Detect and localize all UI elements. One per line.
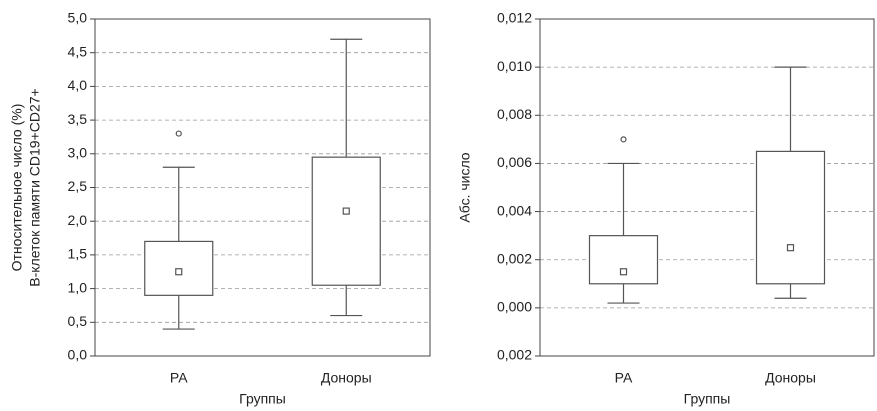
y-tick-label: 0,006 (497, 154, 532, 170)
y-tick-label: 3,0 (68, 145, 88, 161)
y-tick-label: 0,5 (68, 313, 88, 329)
y-tick-label: 0,012 (497, 10, 532, 26)
y-tick-label: 0,002 (497, 347, 532, 363)
y-tick-label: 0,0 (68, 347, 88, 363)
y-tick-label: 0,010 (497, 58, 532, 74)
y-tick-label: 1,0 (68, 279, 88, 295)
median-marker (619, 268, 628, 276)
y-axis-label: Абс. число (457, 152, 473, 222)
y-tick-label: 0,008 (497, 106, 532, 122)
x-tick-label: Доноры (321, 370, 372, 386)
y-tick-label: 0,002 (497, 250, 532, 266)
median-marker (175, 268, 183, 276)
y-tick-label: 3,5 (68, 111, 88, 127)
y-tick-label: 4,5 (68, 43, 88, 59)
plot-frame (94, 18, 431, 357)
outlier (175, 130, 182, 137)
y-tick-label: 4,0 (68, 77, 88, 93)
plot-frame (539, 18, 875, 357)
y-axis-label: Относительное число (%) (9, 104, 25, 272)
median-marker (786, 244, 795, 252)
y-tick-label: 5,0 (68, 10, 88, 26)
y-tick-label: 2,5 (68, 178, 88, 194)
outlier (620, 136, 627, 143)
box (311, 156, 381, 286)
median-marker (342, 207, 350, 215)
y-tick-label: 0,000 (497, 299, 532, 315)
y-tick-label: 2,0 (68, 212, 88, 228)
y-axis-label: В-клеток памяти CD19+CD27+ (27, 88, 43, 286)
x-tick-label: Доноры (765, 370, 816, 386)
x-tick-label: РА (170, 370, 188, 386)
y-tick-label: 1,5 (68, 246, 88, 262)
x-tick-label: РА (615, 370, 633, 386)
x-axis-label: Группы (239, 391, 286, 407)
box (755, 150, 826, 285)
box (588, 235, 659, 285)
x-axis-label: Группы (684, 391, 731, 407)
y-tick-label: 0,004 (497, 202, 532, 218)
